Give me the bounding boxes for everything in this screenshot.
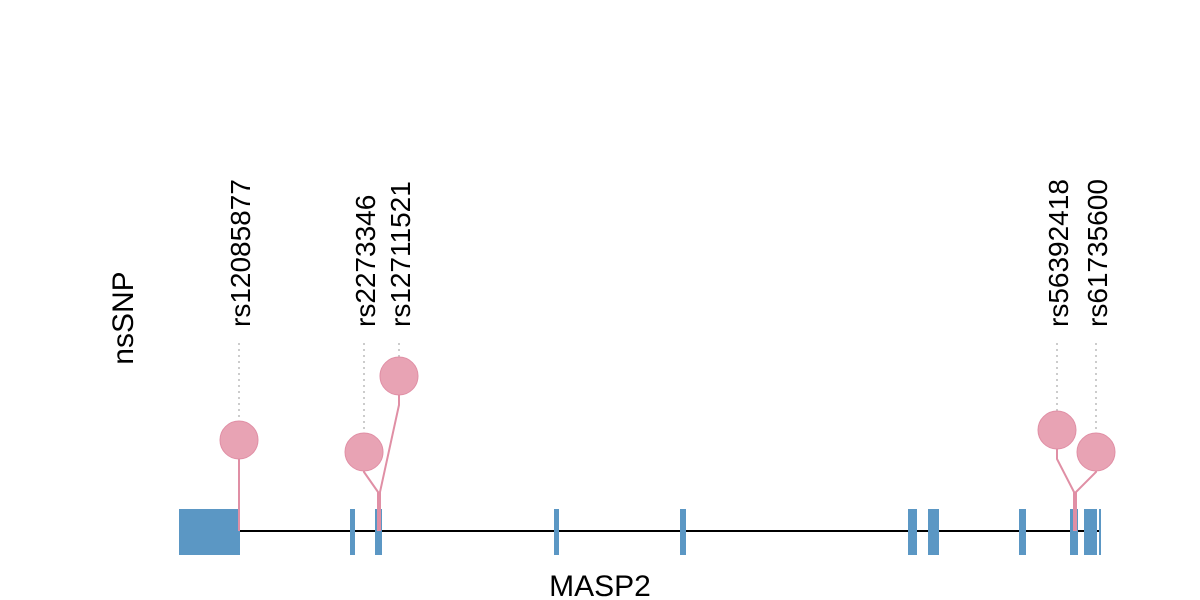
exon-5: [680, 509, 686, 555]
snp-label: rs56392418: [1043, 179, 1074, 327]
snp-group: rs12085877 rs2273346 rs12711521 rs56392418 r…: [219, 179, 1116, 531]
exon-8: [1019, 509, 1026, 555]
snp-head: [1037, 410, 1077, 450]
exon-10: [1084, 509, 1097, 555]
snp-rs61735600: rs61735600: [1075, 179, 1116, 531]
exon-7: [928, 509, 939, 555]
snp-head: [1076, 432, 1116, 472]
gene-name-label: MASP2: [549, 570, 651, 600]
snp-rs12085877: rs12085877: [219, 179, 259, 531]
snp-rs12711521: rs12711521: [379, 181, 419, 531]
snp-head: [344, 432, 384, 472]
snp-rs2273346: rs2273346: [344, 195, 384, 531]
track-label: nsSNP: [107, 271, 140, 364]
exon-2: [350, 509, 355, 555]
snp-head: [219, 420, 259, 460]
exon-3: [375, 509, 382, 555]
exon-group: [179, 509, 1101, 555]
snp-label: rs12085877: [225, 179, 256, 327]
exon-1: [179, 509, 240, 555]
exon-9: [1070, 509, 1078, 555]
snp-label: rs2273346: [350, 195, 381, 327]
exon-11: [1099, 509, 1101, 555]
snp-label: rs61735600: [1082, 179, 1113, 327]
exon-4: [554, 509, 559, 555]
gene-model: [179, 509, 1101, 555]
snp-rs56392418: rs56392418: [1037, 179, 1077, 531]
exon-6: [908, 509, 917, 555]
snp-head: [379, 356, 419, 396]
snp-label: rs12711521: [385, 181, 416, 327]
